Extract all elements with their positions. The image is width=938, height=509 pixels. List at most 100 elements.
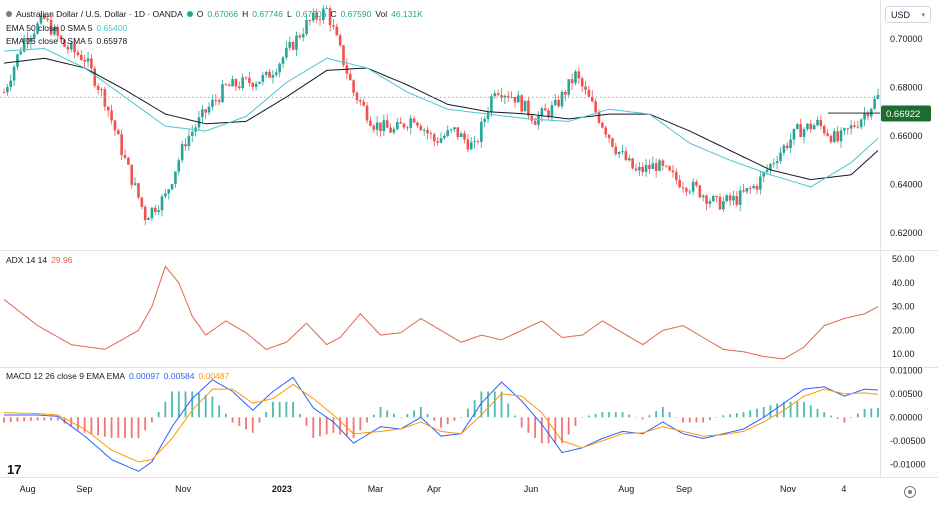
candle-body (873, 98, 876, 109)
candle-body (177, 160, 181, 172)
candle-body (789, 139, 792, 148)
candle-body (506, 95, 510, 98)
macd-tick-label: 0.01000 (890, 365, 923, 375)
candle-body (153, 207, 157, 213)
candle-body (234, 79, 238, 87)
macd-histogram-bar (312, 417, 315, 438)
candle-body (695, 181, 698, 186)
candle-body (648, 165, 651, 169)
candle-body (100, 89, 103, 90)
candle-body (668, 166, 671, 171)
candle-body (688, 191, 692, 193)
candle-body (291, 42, 295, 50)
time-tick-label: Mar (368, 484, 384, 494)
candle-body (214, 99, 218, 101)
macd-histogram-bar (298, 413, 301, 418)
macd-histogram-bar (372, 414, 375, 418)
candle-body (26, 37, 29, 43)
candle-body (385, 120, 389, 128)
macd-histogram-bar (238, 417, 241, 426)
ema50-legend[interactable]: EMA 50 close 0 SMA 5 0.65400 (6, 23, 127, 33)
candle-body (553, 99, 557, 106)
price-tick-label: 0.66000 (890, 131, 923, 141)
candle-body (678, 180, 681, 188)
ema50-line (3, 57, 879, 181)
candle-body (150, 207, 154, 219)
macd-histogram-bar (440, 417, 442, 428)
candle-body (624, 151, 628, 161)
ema25-legend[interactable]: EMA 25 close 0 SMA 5 0.65978 (6, 36, 127, 46)
candle-body (355, 92, 359, 101)
time-tick-label: Nov (175, 484, 192, 494)
macd-histogram-bar (877, 408, 879, 418)
macd-histogram-bar (393, 413, 395, 418)
candle-body (46, 18, 49, 20)
candle-body (631, 158, 634, 169)
candle-body (365, 105, 369, 121)
macd-histogram-bar (265, 412, 268, 418)
candle-body (664, 165, 668, 167)
macd-histogram-bar (130, 417, 133, 438)
time-tick-label: Aug (20, 484, 36, 494)
macd-histogram-bar (224, 413, 227, 418)
macd-histogram-bar (453, 417, 456, 421)
candle-body (241, 77, 244, 89)
candle-body (782, 145, 786, 153)
macd-histogram-bar (574, 417, 577, 426)
candle-body (419, 125, 423, 131)
macd-histogram-bar (164, 401, 167, 418)
macd-histogram-bar (850, 417, 853, 418)
candle-body (392, 129, 396, 133)
high-value: 0.67746 (252, 9, 283, 19)
candle-body (93, 68, 97, 86)
candle-body (22, 37, 26, 52)
candle-body (701, 195, 705, 198)
close-value: 0.67590 (340, 9, 372, 19)
candle-body (681, 187, 685, 189)
macd-tick-label: -0.00500 (890, 436, 926, 446)
time-tick-label: Nov (780, 484, 797, 494)
candle-body (147, 218, 150, 220)
macd-histogram-bar (191, 391, 194, 418)
macd-histogram-bar (796, 401, 799, 418)
candle-body (614, 146, 618, 154)
candle-body (140, 197, 144, 207)
macd-histogram-bar (514, 415, 516, 418)
candle-body (453, 127, 456, 130)
candle-body (244, 77, 248, 79)
high-label: H (242, 9, 249, 19)
macd-histogram-bar (103, 417, 106, 437)
candle-body (483, 118, 486, 122)
macd-histogram-bar (325, 417, 328, 435)
candle-body (137, 183, 140, 198)
tradingview-logo-icon[interactable]: 17 (7, 462, 22, 477)
candle-body (130, 164, 134, 185)
macd-legend[interactable]: MACD 12 26 close 9 EMA EMA 0.00097 0.005… (6, 371, 229, 381)
macd-histogram-bar (211, 396, 214, 418)
macd-histogram-bar (218, 405, 221, 418)
price-tick-label: 0.70000 (890, 34, 923, 44)
candle-body (9, 80, 13, 88)
adx-legend[interactable]: ADX 14 14 29.96 (6, 255, 72, 265)
candle-body (63, 39, 66, 47)
macd-histogram-bar (305, 417, 308, 426)
candle-body (493, 93, 497, 97)
currency-selector-button[interactable]: USD ▾ (885, 6, 931, 23)
macd-histogram-bar (594, 413, 597, 418)
candle-body (288, 42, 292, 48)
macd-histogram-bar (90, 417, 93, 435)
settings-icon[interactable] (904, 486, 916, 498)
macd-histogram-bar (567, 417, 570, 435)
candle-body (745, 188, 749, 192)
adx-label: ADX 14 14 (6, 255, 48, 265)
candle-body (113, 120, 117, 131)
candle-body (496, 93, 500, 95)
candle-body (517, 95, 520, 103)
candle-body (853, 125, 856, 127)
candle-body (402, 123, 406, 128)
candle-body (523, 100, 527, 112)
candle-body (654, 163, 658, 171)
candle-body (59, 35, 63, 40)
candle-body (311, 12, 315, 21)
